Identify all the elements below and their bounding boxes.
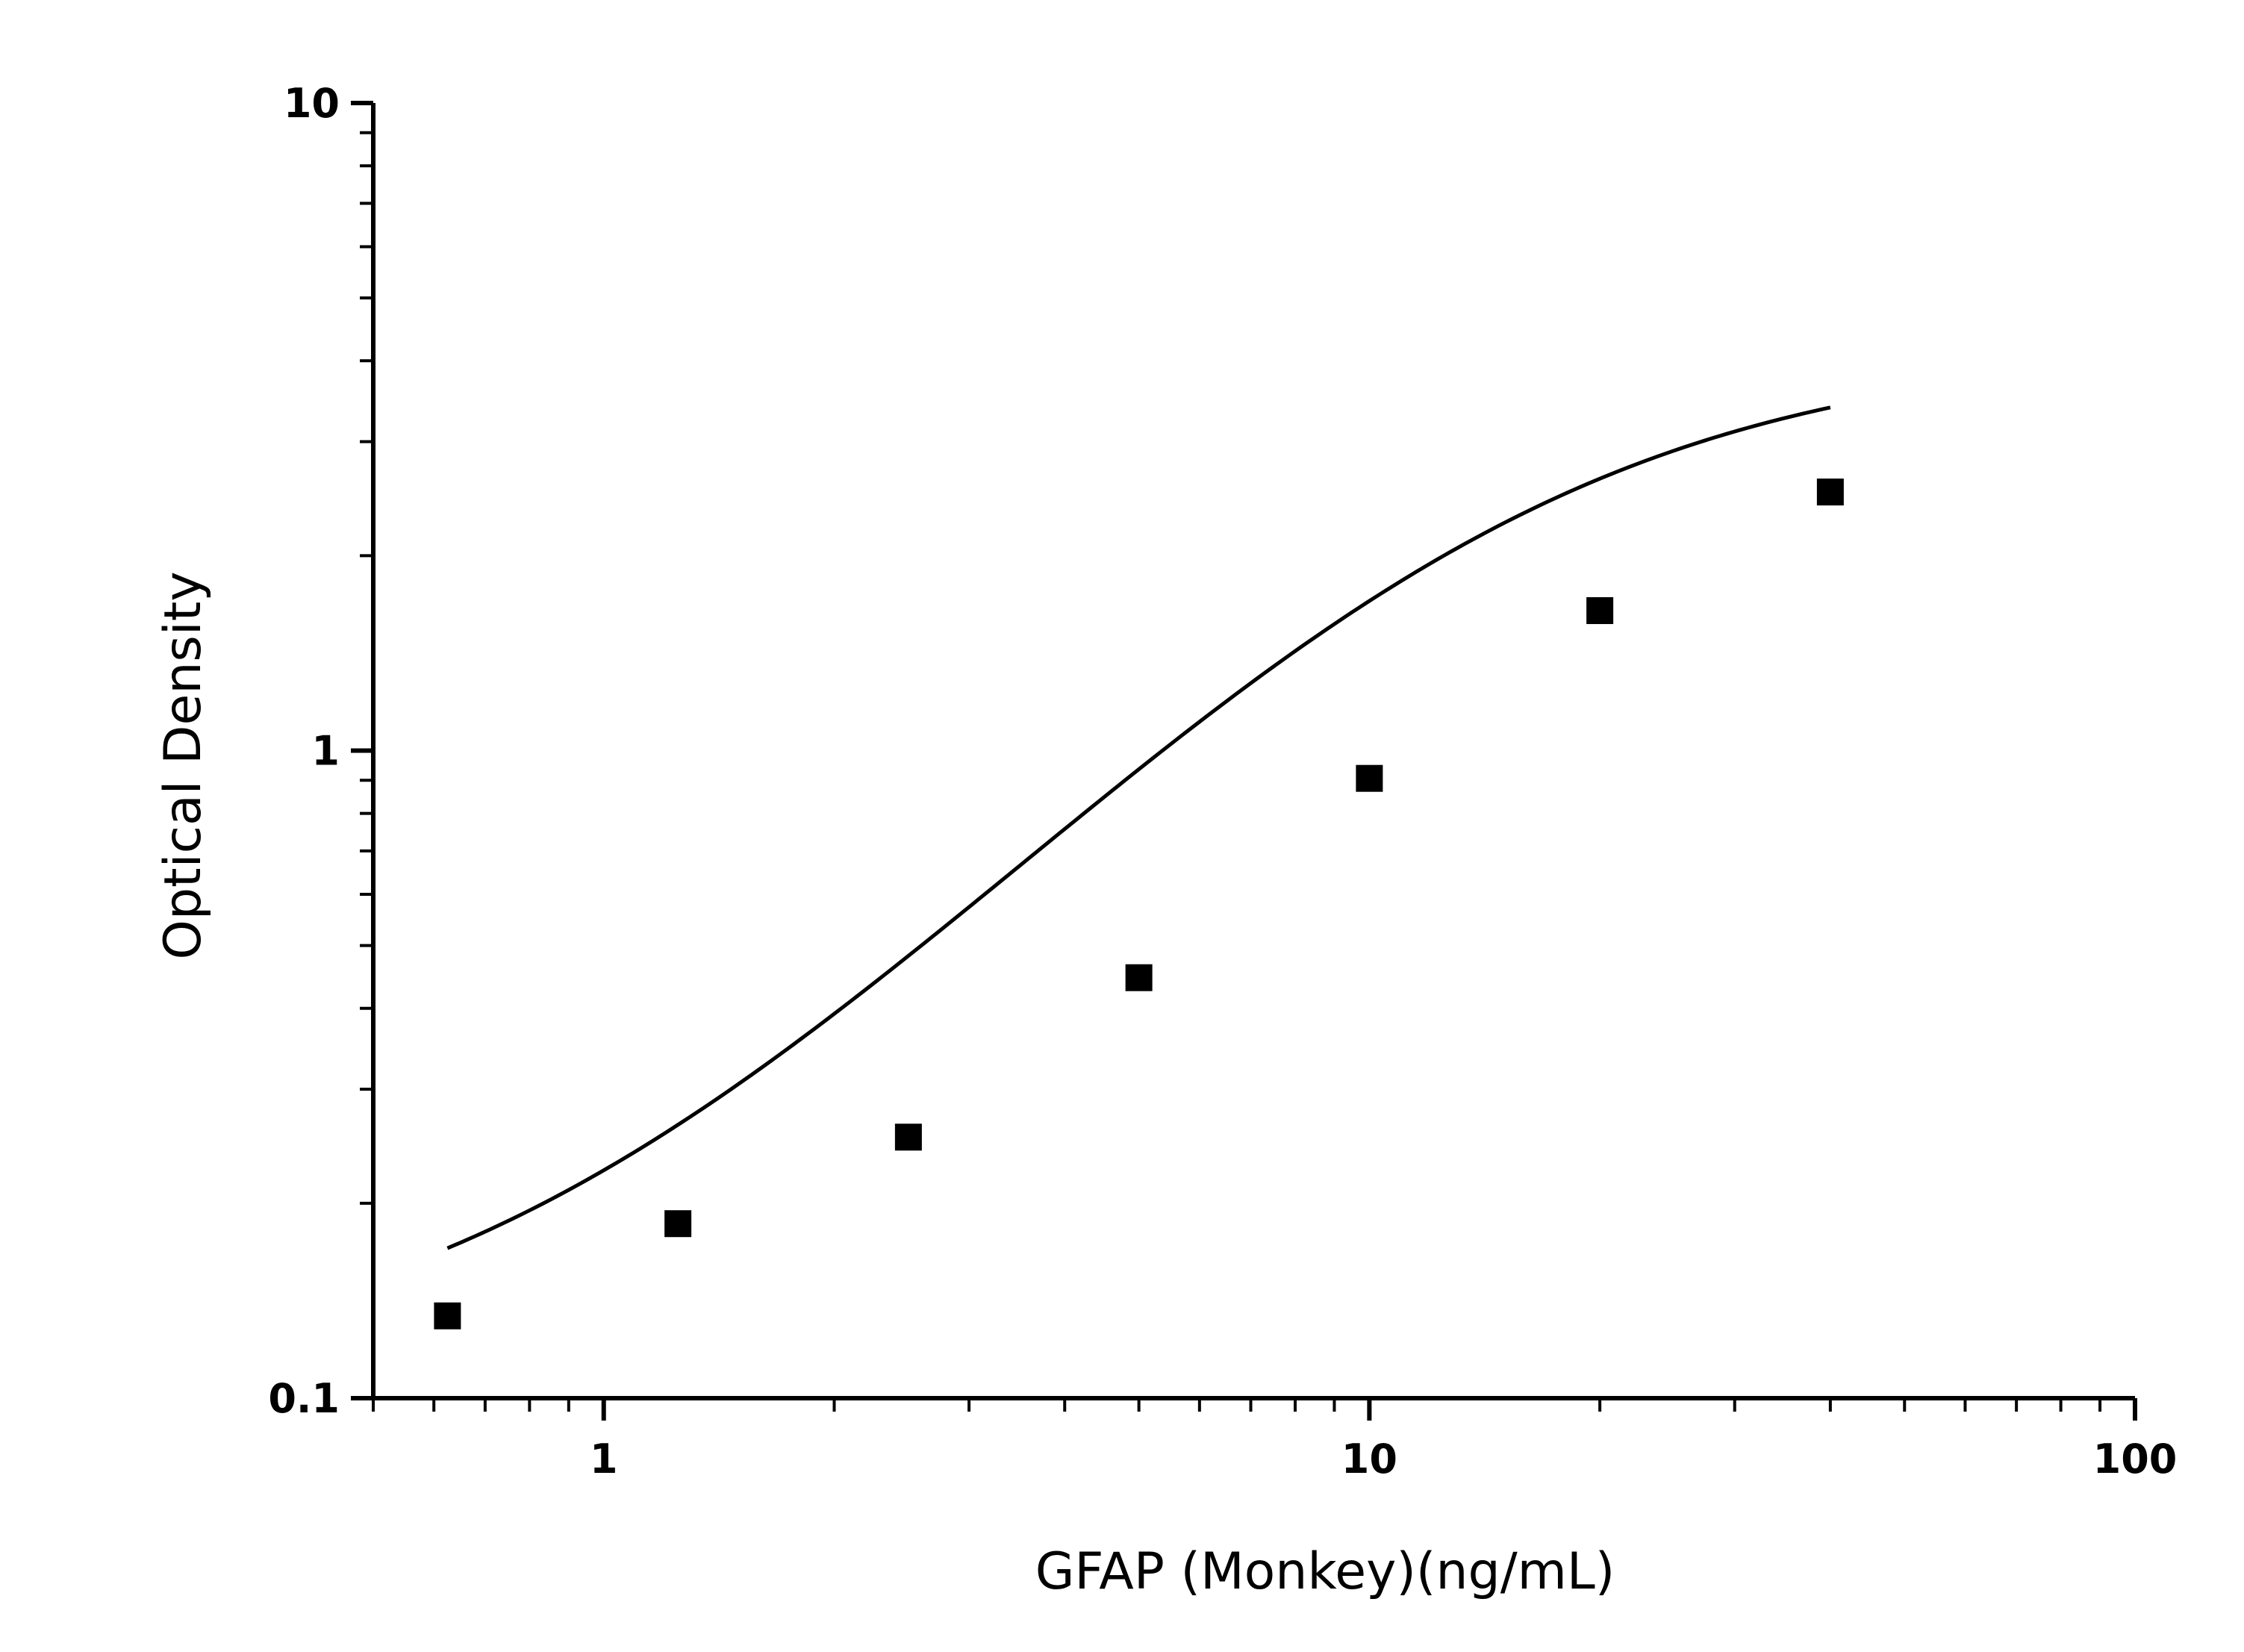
x-tick-label: 100 xyxy=(2093,1436,2178,1483)
x-axis-title: GFAP (Monkey)(ng/mL) xyxy=(1035,1542,1615,1601)
data-point xyxy=(894,1123,922,1151)
data-point xyxy=(1356,764,1383,792)
fit-curve-layer xyxy=(446,405,1831,1250)
tick-labels: 1 10 100 0.1 1 10 xyxy=(268,80,2177,1483)
axis-ticks xyxy=(351,101,2137,1421)
x-tick-label: 1 xyxy=(590,1436,618,1483)
data-point xyxy=(1125,964,1153,991)
x-tick-label: 10 xyxy=(1341,1436,1397,1483)
y-tick-label: 10 xyxy=(284,80,340,127)
data-point xyxy=(664,1210,692,1238)
data-points xyxy=(434,479,1844,1330)
data-point xyxy=(1586,596,1614,624)
data-point xyxy=(1816,479,1844,506)
axes xyxy=(371,103,2135,1400)
fit-curve-line xyxy=(446,405,1831,1250)
data-point xyxy=(434,1302,461,1330)
y-tick-label: 0.1 xyxy=(268,1375,340,1422)
y-tick-label: 1 xyxy=(311,728,340,775)
y-axis-title: Optical Density xyxy=(154,571,213,959)
